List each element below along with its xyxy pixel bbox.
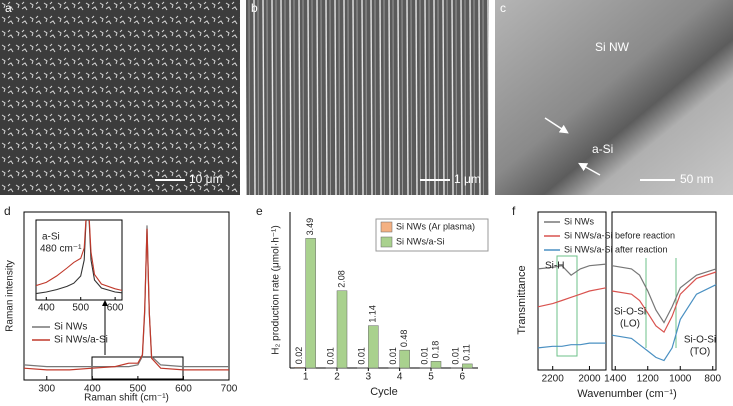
scale-label: 50 nm [680, 172, 713, 186]
value-label: 0.01 [357, 347, 367, 365]
spectrum-line [537, 263, 607, 276]
inset-x-tick-label: 400 [38, 303, 55, 314]
value-label: 0.01 [325, 347, 335, 365]
bar [305, 238, 316, 369]
legend-label: Si NWs/a-Si before reaction [564, 230, 675, 240]
x-tick-label: 1400 [604, 374, 627, 385]
spectrum-line [24, 228, 229, 371]
legend-label: Si NWs (Ar plasma) [396, 221, 475, 231]
x-tick-label: 600 [175, 384, 192, 395]
panel-label: e [256, 204, 263, 218]
panel-label: a [5, 1, 12, 15]
panel-label: d [4, 204, 11, 218]
panel-label: f [512, 204, 516, 218]
x-tick-label: 3 [366, 372, 372, 383]
sem-image-b [246, 0, 489, 195]
annotation: Si-O-Si [684, 335, 716, 346]
arrow [544, 117, 569, 134]
spectrum-line [611, 284, 717, 362]
tem-image-c [495, 0, 733, 195]
x-tick-label: 700 [221, 384, 238, 395]
spectrum-line [611, 265, 717, 324]
bar [462, 363, 473, 369]
value-label: 2.08 [336, 270, 346, 288]
legend-swatch [380, 221, 393, 233]
legend-swatch [380, 236, 393, 248]
x-tick-label: 2 [334, 372, 340, 383]
x-axis-title: Cycle [370, 386, 398, 398]
value-label: 0.01 [451, 347, 461, 365]
x-axis-title: Wavenumber (cm⁻¹) [577, 388, 677, 400]
annotation: (LO) [620, 319, 640, 330]
legend-box [375, 218, 489, 252]
bar [336, 290, 348, 369]
spectrum-line [537, 342, 606, 349]
panel-label: c [500, 1, 506, 15]
inset-x-tick-label: 600 [107, 303, 124, 314]
scale-label: 1 μm [454, 172, 481, 186]
sem-image-a [0, 0, 240, 195]
panel-label: b [251, 1, 258, 15]
inset-x-tick-label: 500 [72, 303, 89, 314]
x-tick-label: 6 [460, 372, 466, 383]
spectrum-line [537, 287, 607, 308]
zoom-box [91, 356, 184, 380]
annotation: Si-O-Si [614, 307, 646, 318]
scale-label: 10 μm [189, 172, 223, 186]
x-tick-label: 800 [704, 374, 721, 385]
value-label: 1.14 [368, 305, 378, 323]
x-tick-label: 500 [130, 384, 147, 395]
spectrum-line [611, 271, 717, 334]
annotation: Si-H [545, 261, 564, 272]
annotation: Si NW [595, 40, 630, 54]
x-tick-label: 1200 [637, 374, 660, 385]
x-tick-label: 2000 [578, 374, 601, 385]
value-label: 0.02 [294, 347, 304, 365]
plot-frame [537, 211, 607, 371]
inset-line [36, 220, 122, 291]
arrow [578, 162, 601, 176]
x-axis-title: Raman shift (cm⁻¹) [84, 393, 169, 404]
y-axis-title: Raman intensity [5, 260, 16, 332]
x-tick-label: 300 [38, 384, 55, 395]
bar [399, 349, 410, 369]
x-tick-label: 2200 [542, 374, 565, 385]
plot-frame [23, 211, 230, 381]
value-label: 3.49 [305, 218, 315, 236]
legend-label: Si NWs/a-Si [396, 236, 445, 246]
value-label: 0.18 [430, 341, 440, 359]
y-axis-title: Transmittance [516, 265, 528, 334]
x-tick-label: 1000 [669, 374, 692, 385]
value-label: 0.11 [462, 344, 472, 361]
inset-annotation: a-Si [42, 232, 60, 243]
annotation: (TO) [690, 347, 710, 358]
x-tick-label: 400 [84, 384, 101, 395]
bar [368, 325, 379, 369]
y-axis-title: H₂ production rate (μmol·h⁻¹) [271, 225, 282, 354]
bar [294, 367, 305, 369]
inset-annotation: 480 cm⁻¹ [40, 244, 82, 255]
legend-label: Si NWs/a-Si [54, 335, 108, 346]
x-tick-label: 1 [303, 372, 309, 383]
value-label: 0.01 [388, 347, 398, 365]
annotation: a-Si [592, 142, 613, 156]
legend-label: Si NWs/a-Si after reaction [564, 244, 668, 254]
legend-label: Si NWs [564, 216, 594, 226]
value-label: 0.01 [419, 347, 429, 365]
highlight-box [556, 255, 578, 357]
x-tick-label: 4 [397, 372, 403, 383]
value-label: 0.48 [399, 330, 409, 348]
x-tick-label: 5 [428, 372, 434, 383]
bar [430, 361, 442, 369]
legend-label: Si NWs [54, 322, 87, 333]
